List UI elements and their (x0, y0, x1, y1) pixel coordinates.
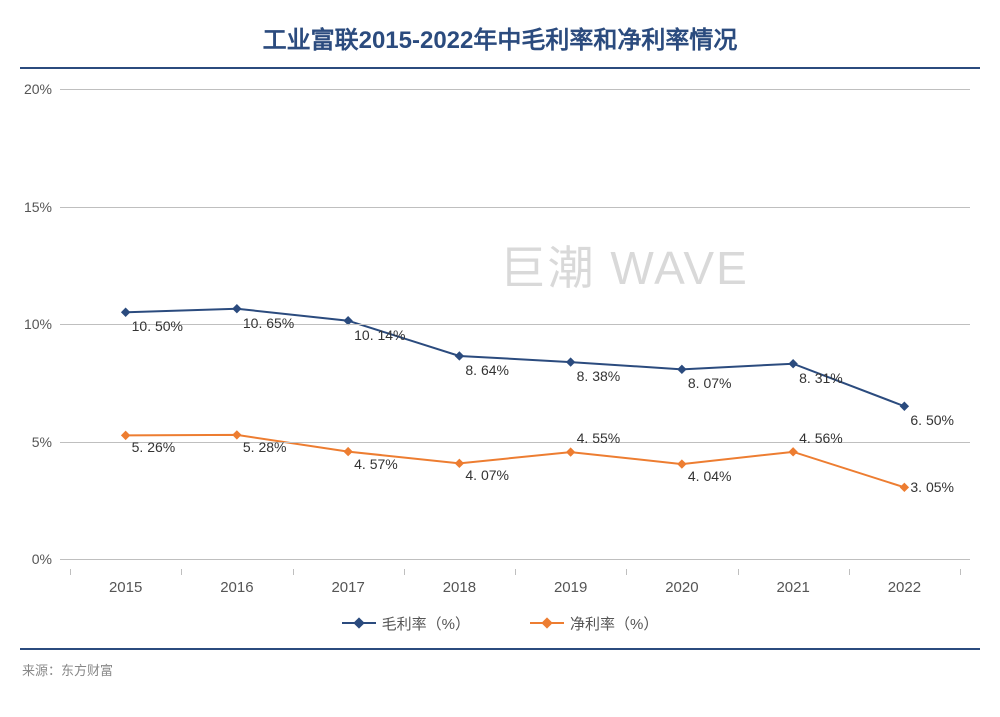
legend-label: 净利率（%） (570, 613, 658, 634)
net-margin-data-label: 4. 04% (688, 468, 732, 484)
x-axis-tick-label: 2020 (665, 579, 698, 596)
x-axis-tick-label: 2018 (443, 579, 476, 596)
x-axis-tick (738, 569, 739, 575)
chart-title: 工业富联2015-2022年中毛利率和净利率情况 (0, 0, 1000, 67)
gross-margin-data-label: 10. 14% (354, 327, 405, 343)
x-axis-tick (404, 569, 405, 575)
net-margin-data-label: 4. 57% (354, 456, 398, 472)
net-margin-data-label: 5. 28% (243, 439, 287, 455)
net-margin-data-label: 4. 55% (577, 430, 621, 446)
x-axis-tick-label: 2015 (109, 579, 142, 596)
legend-marker-icon (530, 622, 564, 624)
chart-source-label: 来源：东方财富 (22, 660, 1000, 679)
net-margin-data-label: 3. 05% (910, 479, 954, 495)
x-axis-tick (70, 569, 71, 575)
legend-item: 净利率（%） (530, 613, 658, 634)
y-axis-tick-label: 20% (24, 81, 52, 97)
gross-margin-data-label: 10. 65% (243, 315, 294, 331)
gross-margin-data-label: 8. 64% (465, 362, 509, 378)
legend-item: 毛利率（%） (342, 613, 470, 634)
grid-line (60, 207, 970, 208)
gross-margin-data-label: 8. 31% (799, 370, 843, 386)
y-axis-tick-label: 0% (32, 551, 52, 567)
x-axis-tick (626, 569, 627, 575)
gross-margin-data-label: 6. 50% (910, 412, 954, 428)
x-axis-tick-label: 2016 (220, 579, 253, 596)
y-axis-tick-label: 5% (32, 434, 52, 450)
y-axis-tick-label: 10% (24, 316, 52, 332)
x-axis-tick (960, 569, 961, 575)
x-axis-tick (181, 569, 182, 575)
bottom-rule (20, 648, 980, 650)
x-axis-tick (293, 569, 294, 575)
chart-legend: 毛利率（%） 净利率（%） (0, 611, 1000, 634)
gross-margin-data-label: 8. 38% (577, 368, 621, 384)
x-axis-tick-label: 2021 (776, 579, 809, 596)
grid-line (60, 559, 970, 560)
net-margin-data-label: 4. 07% (465, 467, 509, 483)
x-axis-tick (515, 569, 516, 575)
gross-margin-data-label: 8. 07% (688, 375, 732, 391)
net-margin-data-label: 5. 26% (132, 439, 176, 455)
gross-margin-data-label: 10. 50% (132, 318, 183, 334)
x-axis-tick-label: 2022 (888, 579, 921, 596)
x-axis-tick (849, 569, 850, 575)
diamond-icon (353, 617, 364, 628)
grid-line (60, 89, 970, 90)
legend-label: 毛利率（%） (382, 613, 470, 634)
net-margin-data-label: 4. 56% (799, 430, 843, 446)
grid-line (60, 324, 970, 325)
y-axis-tick-label: 15% (24, 199, 52, 215)
legend-marker-icon (342, 622, 376, 624)
diamond-icon (541, 617, 552, 628)
x-axis-tick-label: 2019 (554, 579, 587, 596)
x-axis-tick-label: 2017 (331, 579, 364, 596)
top-rule (20, 67, 980, 69)
chart-container: 工业富联2015-2022年中毛利率和净利率情况 巨潮 WAVE 0%5%10%… (0, 0, 1000, 717)
chart-plot-area: 巨潮 WAVE 0%5%10%15%20%2015201620172018201… (60, 79, 970, 569)
